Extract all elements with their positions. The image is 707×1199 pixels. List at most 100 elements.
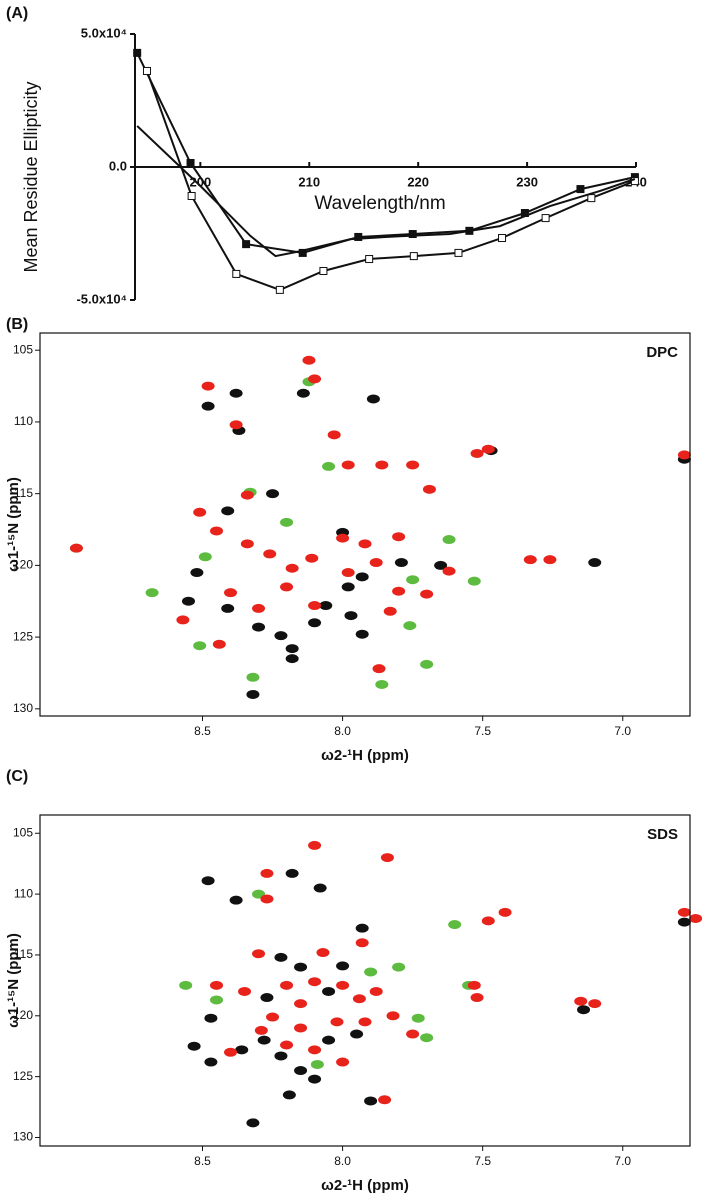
- y-tick-label: 105: [13, 342, 33, 356]
- series-line: [136, 52, 636, 254]
- peak: [386, 1011, 400, 1021]
- y-tick-label: 130: [13, 1130, 33, 1144]
- peak: [677, 450, 691, 460]
- peak: [358, 1017, 372, 1027]
- peak: [352, 994, 366, 1004]
- x-tick-label: 7.5: [474, 1154, 491, 1168]
- peak: [263, 549, 277, 559]
- peak: [574, 996, 588, 1006]
- peak: [224, 1047, 238, 1057]
- data-point: [576, 185, 585, 194]
- peak: [282, 1090, 296, 1100]
- data-point: [354, 232, 363, 241]
- panel-label: (A): [6, 5, 28, 22]
- x-tick-label: 8.5: [194, 724, 211, 738]
- data-point: [298, 248, 307, 257]
- peak: [392, 586, 406, 596]
- data-point: [232, 269, 241, 278]
- peak: [406, 460, 420, 470]
- data-point: [187, 191, 196, 200]
- x-tick-label: 210: [298, 174, 320, 189]
- peak: [355, 572, 369, 582]
- peak: [274, 952, 288, 962]
- peak: [355, 938, 369, 948]
- peak: [313, 883, 327, 893]
- peak: [296, 388, 310, 398]
- peak: [577, 1005, 591, 1015]
- peak: [238, 986, 252, 996]
- peak: [254, 1025, 268, 1035]
- peak: [308, 601, 322, 611]
- y-tick-label: 110: [14, 886, 33, 900]
- peak: [481, 444, 495, 454]
- peak: [411, 1013, 425, 1023]
- peak: [294, 1066, 308, 1076]
- peak: [235, 1045, 249, 1055]
- peak: [308, 840, 322, 850]
- y-tick-label: 120: [13, 558, 33, 572]
- peak: [294, 962, 308, 972]
- peak: [285, 644, 299, 654]
- peak: [308, 1045, 322, 1055]
- peak: [369, 558, 383, 568]
- peak: [210, 526, 224, 536]
- peak: [181, 596, 195, 606]
- peak: [179, 980, 193, 990]
- peak: [420, 589, 434, 599]
- peak: [240, 539, 254, 549]
- data-point: [454, 248, 463, 257]
- peak: [193, 507, 207, 517]
- peak: [266, 489, 280, 499]
- x-tick-label: 220: [407, 174, 429, 189]
- data-point: [408, 230, 417, 239]
- x-tick-label: 7.0: [614, 1154, 631, 1168]
- plot-frame: [39, 332, 691, 717]
- peak: [448, 920, 462, 930]
- peak: [375, 679, 389, 689]
- peak: [201, 401, 215, 411]
- peak: [310, 1059, 324, 1069]
- x-tick-label: 7.0: [614, 724, 631, 738]
- peak: [383, 606, 397, 616]
- peak: [266, 1012, 280, 1022]
- peak: [378, 1095, 392, 1105]
- peak: [190, 568, 204, 578]
- peak: [145, 588, 159, 598]
- peak: [543, 555, 557, 565]
- y-tick-label: 125: [13, 629, 33, 643]
- data-point: [242, 240, 251, 249]
- peak: [221, 506, 235, 516]
- peak: [369, 986, 383, 996]
- series-line: [136, 125, 636, 258]
- peak: [355, 923, 369, 933]
- peak: [280, 582, 294, 592]
- data-point: [587, 194, 596, 203]
- x-axis-label: ω2-¹H (ppm): [321, 747, 409, 764]
- peak: [336, 980, 350, 990]
- peak: [193, 641, 207, 651]
- peak: [280, 980, 294, 990]
- peak: [198, 552, 212, 562]
- peak: [392, 962, 406, 972]
- peak: [252, 949, 266, 959]
- y-tick-label: 120: [13, 1008, 33, 1022]
- peak: [69, 543, 83, 553]
- data-point: [541, 214, 550, 223]
- peak: [355, 629, 369, 639]
- peak: [176, 615, 190, 625]
- peak: [252, 603, 266, 613]
- peak: [308, 618, 322, 628]
- x-tick-label: 230: [516, 174, 538, 189]
- peak: [204, 1013, 218, 1023]
- peak: [260, 868, 274, 878]
- peak: [322, 461, 336, 471]
- peak: [308, 374, 322, 384]
- peak: [406, 575, 420, 585]
- peak: [341, 568, 355, 578]
- y-axis-label: ω1-¹⁵N (ppm): [5, 933, 22, 1028]
- x-tick-label: 7.5: [474, 724, 491, 738]
- peak: [470, 448, 484, 458]
- peak: [201, 381, 215, 391]
